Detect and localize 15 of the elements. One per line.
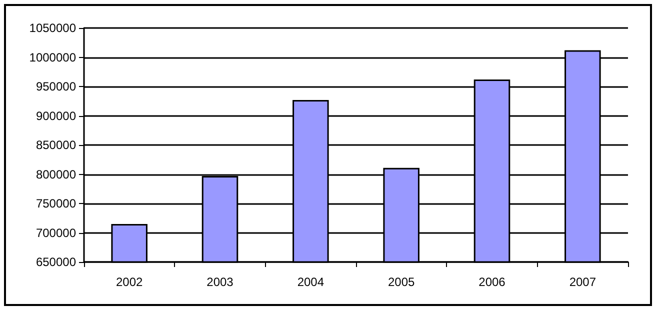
y-tick-label: 650000 — [36, 255, 76, 269]
y-tick-label: 950000 — [36, 80, 76, 94]
y-tick-label: 1050000 — [29, 21, 76, 35]
x-tick-label: 2002 — [116, 275, 144, 289]
x-tick-label: 2007 — [569, 275, 596, 289]
y-tick-label: 700000 — [36, 226, 76, 240]
y-tick-label: 850000 — [36, 138, 76, 152]
y-tick-label: 1000000 — [29, 50, 76, 64]
x-tick-label: 2005 — [388, 275, 416, 289]
y-tick-label: 750000 — [36, 196, 76, 210]
x-tick-label: 2003 — [206, 275, 234, 289]
y-tick-label: 900000 — [36, 108, 76, 123]
y-tick-label: 800000 — [36, 167, 76, 182]
x-tick-label: 2004 — [297, 275, 324, 289]
x-tick-label: 2006 — [478, 275, 506, 289]
